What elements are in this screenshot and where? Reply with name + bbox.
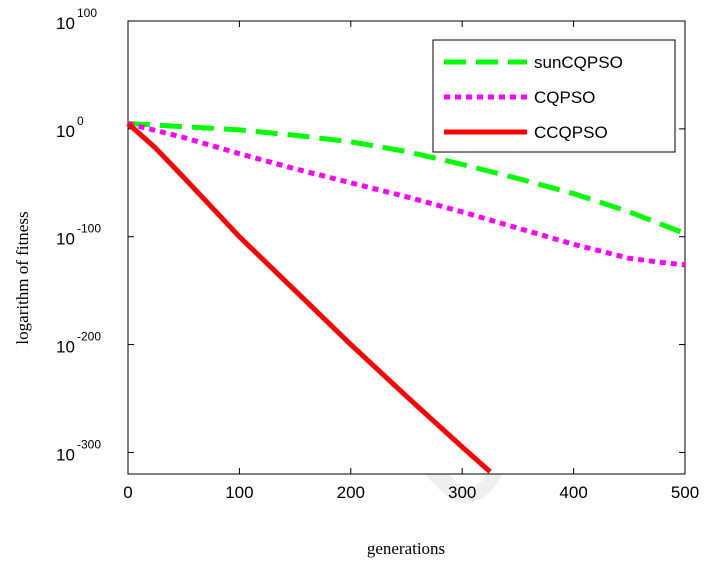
y-tick-exponent: -200 [77,330,101,344]
series-line-ccqpso [126,121,492,474]
y-tick-base: 10 [56,14,75,33]
y-tick-base: 10 [56,230,75,249]
x-axis-label: generations [367,539,445,558]
x-tick-label: 200 [337,483,365,502]
series-lines [126,121,686,474]
x-tick-label: 100 [225,483,253,502]
y-tick-base: 10 [56,445,75,464]
x-tick-label: 400 [559,483,587,502]
y-tick-base: 10 [56,338,75,357]
y-axis-label: logarithm of fitness [13,211,32,344]
y-tick-exponent: -300 [77,437,101,451]
y-tick-exponent: 0 [77,114,84,128]
x-axis-ticks: 0 100 200 300 400 500 [123,21,699,502]
y-tick-exponent: -100 [77,222,101,236]
legend: sunCQPSO CQPSO CCQPSO [432,39,676,153]
legend-label: sunCQPSO [534,53,623,72]
legend-label: CCQPSO [534,123,608,142]
x-tick-label: 300 [448,483,476,502]
legend-label: CQPSO [534,88,595,107]
y-tick-exponent: 100 [77,6,97,20]
x-tick-label: 0 [123,483,132,502]
y-tick-base: 10 [56,122,75,141]
x-tick-label: 500 [671,483,699,502]
